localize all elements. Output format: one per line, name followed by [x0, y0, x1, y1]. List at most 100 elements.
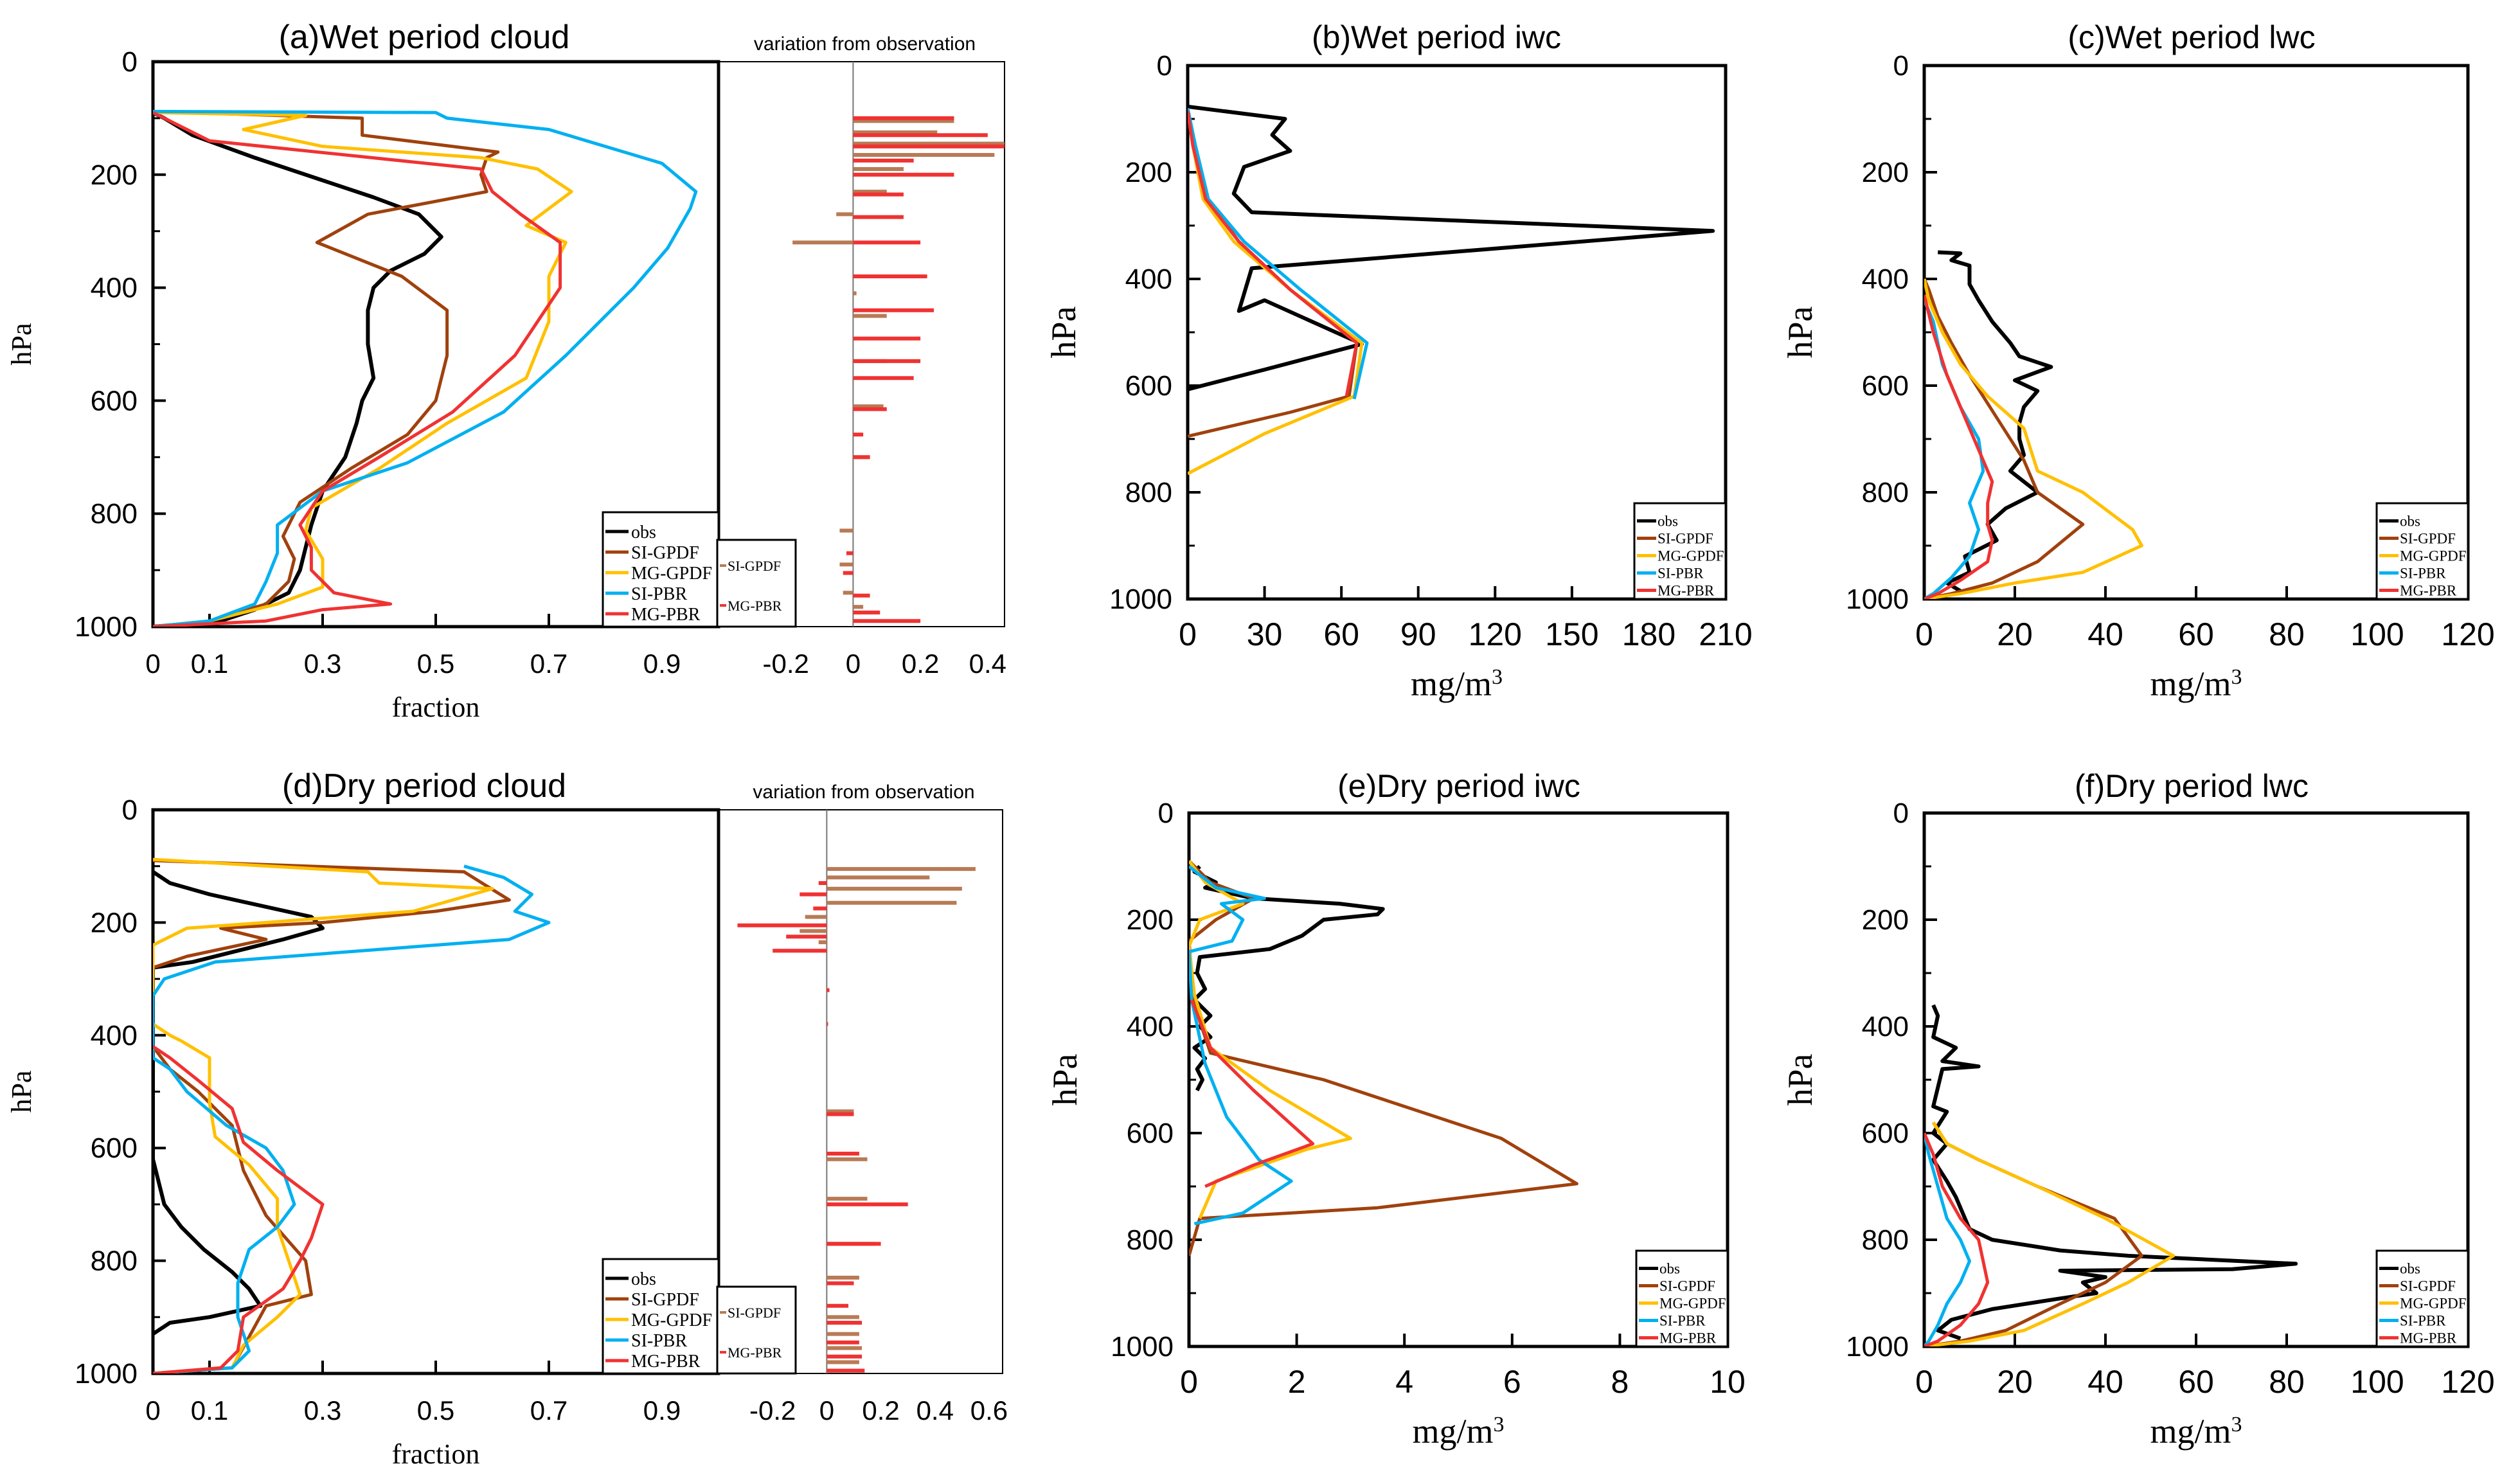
- y-tick-label: 0: [1893, 798, 1909, 829]
- series-line-mg-gpdf: [1924, 278, 2143, 599]
- legend-label-mg-gpdf: MG-GPDF: [1658, 548, 1724, 564]
- inset-bar-si-gpdf: [853, 119, 954, 123]
- y-tick-label: 0: [122, 46, 138, 78]
- y-tick-label: 600: [1125, 370, 1172, 402]
- x-tick-label: 100: [2350, 1364, 2404, 1400]
- series-line-obs: [1938, 250, 2053, 593]
- legend-label-si-gpdf: SI-GPDF: [2400, 1278, 2456, 1294]
- inset-bar-mg-pbr: [853, 192, 904, 197]
- inset-bar-si-gpdf: [792, 240, 853, 245]
- inset-bar-mg-pbr: [843, 571, 853, 575]
- x-tick-label: 60: [2178, 616, 2214, 652]
- x-tick-label: 0: [1915, 1364, 1933, 1400]
- inset-x-tick-label: -0.2: [763, 648, 809, 679]
- y-tick-label: 800: [91, 1246, 138, 1277]
- x-tick-label: 30: [1247, 616, 1283, 652]
- x-tick-label: 0: [1179, 616, 1197, 652]
- inset-bar-mg-pbr: [827, 1321, 862, 1325]
- inset-x-tick-label: 0: [819, 1395, 834, 1426]
- x-tick-label: 0.1: [191, 1395, 228, 1426]
- inset-bar-si-gpdf: [853, 605, 864, 609]
- inset-bar-si-gpdf: [827, 1197, 868, 1201]
- y-tick-label: 600: [1862, 370, 1909, 402]
- inset-x-tick-label: 0.4: [969, 648, 1006, 679]
- legend-label-si-pbr: SI-PBR: [631, 584, 687, 604]
- y-tick-label: 200: [1862, 157, 1909, 188]
- y-tick-label: 1000: [75, 1358, 138, 1390]
- series-line-mg-gpdf: [1924, 1122, 2176, 1346]
- x-tick-label: 0: [145, 648, 160, 679]
- inset-bar-si-gpdf: [827, 867, 976, 872]
- legend-label-si-gpdf: SI-GPDF: [2400, 531, 2456, 547]
- y-axis-label: hPa: [1781, 1053, 1819, 1105]
- series-line-mg-pbr: [1924, 1132, 1990, 1346]
- x-axis-label: fraction: [392, 692, 480, 723]
- x-axis-label-superscript: 3: [2231, 1413, 2242, 1436]
- series-line-mg-pbr: [153, 111, 562, 627]
- x-tick-label: 40: [2087, 616, 2123, 652]
- x-tick-label: 150: [1545, 616, 1598, 652]
- series-line-si-gpdf: [153, 109, 500, 627]
- inset-bar-si-gpdf: [853, 314, 887, 318]
- inset-bar-si-gpdf: [853, 141, 1005, 146]
- x-tick-label: 20: [1997, 616, 2033, 652]
- y-tick-label: 1000: [1846, 1331, 1909, 1363]
- panel-title: (d)Dry period cloud: [282, 767, 566, 805]
- y-axis-label: hPa: [1781, 306, 1819, 358]
- y-tick-label: 0: [1893, 50, 1909, 82]
- x-axis-label: mg/m3: [2150, 1412, 2242, 1451]
- legend-label-obs: obs: [1658, 514, 1678, 530]
- inset-bar-mg-pbr: [853, 158, 914, 163]
- x-axis-label: mg/m3: [1411, 665, 1503, 703]
- inset-bar-mg-pbr: [853, 359, 921, 363]
- legend-label-obs: obs: [631, 1269, 656, 1289]
- x-axis-label-superscript: 3: [2231, 665, 2242, 689]
- inset-bar-mg-pbr: [813, 906, 827, 911]
- inset-bar-mg-pbr: [853, 433, 864, 437]
- x-tick-label: 0.9: [643, 1395, 681, 1426]
- x-tick-label: 0: [145, 1395, 160, 1426]
- panel-title: (b)Wet period iwc: [1312, 19, 1561, 55]
- x-tick-label: 120: [2441, 616, 2494, 652]
- y-tick-label: 200: [91, 159, 138, 191]
- y-tick-label: 800: [1127, 1224, 1174, 1256]
- x-tick-label: 0: [1915, 616, 1933, 652]
- legend-label-si-gpdf: SI-GPDF: [631, 543, 699, 563]
- x-axis-label-superscript: 3: [1492, 665, 1503, 689]
- legend-box: [2375, 502, 2469, 600]
- inset-x-tick-label: 0.2: [862, 1395, 899, 1426]
- y-tick-label: 400: [1862, 1011, 1909, 1042]
- x-tick-label: 120: [1469, 616, 1522, 652]
- y-tick-label: 200: [1127, 904, 1174, 936]
- inset-bar-mg-pbr: [853, 611, 880, 615]
- inset-x-tick-label: 0.2: [902, 648, 939, 679]
- x-tick-label: 8: [1611, 1364, 1629, 1400]
- inset-bar-mg-pbr: [853, 172, 954, 177]
- y-tick-label: 600: [1127, 1118, 1174, 1149]
- inset-bar-si-gpdf: [800, 929, 827, 933]
- inset-bar-mg-pbr: [827, 1151, 859, 1156]
- legend-label-si-pbr: SI-PBR: [2400, 1313, 2446, 1329]
- y-tick-label: 800: [1862, 477, 1909, 508]
- series-line-si-pbr: [1189, 865, 1293, 1226]
- inset-bar-si-gpdf: [853, 130, 938, 134]
- legend-label-si-pbr: SI-PBR: [631, 1331, 687, 1351]
- x-tick-label: 6: [1503, 1364, 1521, 1400]
- inset-x-tick-label: 0.4: [916, 1395, 954, 1426]
- legend-label-mg-pbr: MG-PBR: [2400, 583, 2457, 599]
- inset-bar-si-gpdf: [818, 940, 827, 945]
- inset-bar-mg-pbr: [853, 144, 1005, 148]
- panel-title: (c)Wet period lwc: [2068, 19, 2315, 55]
- y-tick-label: 1000: [1111, 1331, 1174, 1363]
- inset-bar-mg-pbr: [853, 407, 887, 411]
- inset-legend-box: [716, 539, 797, 628]
- legend-label-obs: obs: [631, 523, 656, 542]
- inset-bar-mg-pbr: [853, 336, 921, 341]
- inset-frame: [718, 61, 1005, 627]
- legend-label-obs: obs: [2400, 514, 2420, 530]
- inset-frame: [718, 809, 1003, 1374]
- inset-bar-si-gpdf: [836, 212, 853, 217]
- y-tick-label: 400: [1127, 1011, 1174, 1042]
